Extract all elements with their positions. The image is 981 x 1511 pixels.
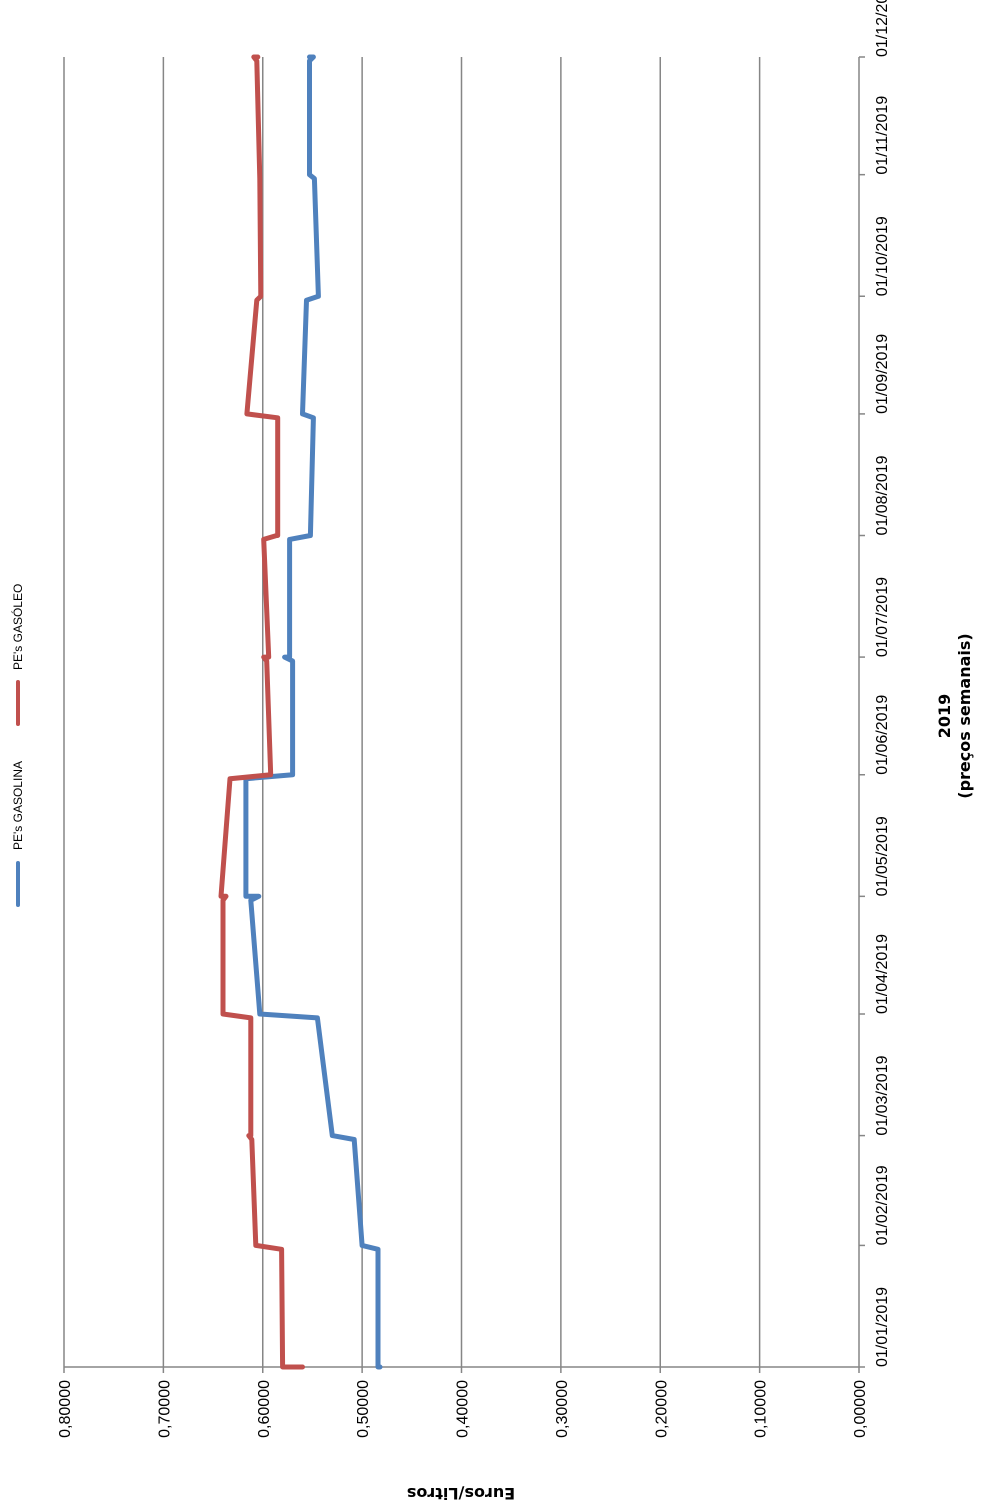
date-tick-label: 01/03/2019 xyxy=(874,1055,891,1135)
axis-title-line2: (preços semanais) xyxy=(955,633,974,798)
date-axis-ticks: 01/01/2019 01/02/2019 01/03/2019 01/04/2019… xyxy=(859,0,891,1368)
value-tick-label: 0,50000 xyxy=(355,1380,372,1438)
legend-label-gasoleo: PE's GASÓLEO xyxy=(10,584,25,670)
series-layer xyxy=(218,54,383,1370)
date-tick-label: 01/02/2019 xyxy=(874,1165,891,1245)
date-tick-label: 01/01/2019 xyxy=(874,1287,891,1367)
date-tick-label: 01/07/2019 xyxy=(874,577,891,657)
date-tick-label: 01/11/2019 xyxy=(874,96,891,175)
value-axis-ticks: 0,00000 0,10000 0,20000 0,30000 0,40000 0,500… xyxy=(57,1367,869,1438)
series-line-gasoleo xyxy=(218,54,305,1370)
value-tick-label: 0,00000 xyxy=(852,1380,869,1438)
date-tick-label: 01/09/2019 xyxy=(874,334,891,414)
gridlines xyxy=(63,57,761,1367)
legend-entry-gasolina: PE's GASOLINA xyxy=(11,761,25,907)
date-tick-label: 01/12/2019 xyxy=(874,0,891,57)
value-tick-label: 0,30000 xyxy=(554,1380,571,1438)
value-tick-label: 0,80000 xyxy=(57,1380,74,1438)
legend: PE's GASOLINA PE's GASÓLEO xyxy=(10,584,25,907)
value-tick-label: 0,60000 xyxy=(256,1380,273,1438)
value-tick-label: 0,10000 xyxy=(753,1380,770,1438)
date-tick-label: 01/05/2019 xyxy=(874,816,891,896)
date-tick-label: 01/08/2019 xyxy=(874,455,891,535)
date-tick-label: 01/10/2019 xyxy=(874,216,891,296)
value-axis-title: Euros/Litros xyxy=(407,1484,515,1503)
axis-title-line1: 2019 xyxy=(935,694,954,739)
value-tick-label: 0,40000 xyxy=(455,1380,472,1438)
value-tick-label: 0,70000 xyxy=(156,1380,173,1438)
value-tick-label: 0,20000 xyxy=(653,1380,670,1438)
date-tick-label: 01/04/2019 xyxy=(874,934,891,1014)
legend-entry-gasoleo: PE's GASÓLEO xyxy=(10,584,25,726)
series-line-gasolina xyxy=(243,54,383,1370)
legend-label-gasolina: PE's GASOLINA xyxy=(11,761,25,850)
date-tick-label: 01/06/2019 xyxy=(874,695,891,775)
